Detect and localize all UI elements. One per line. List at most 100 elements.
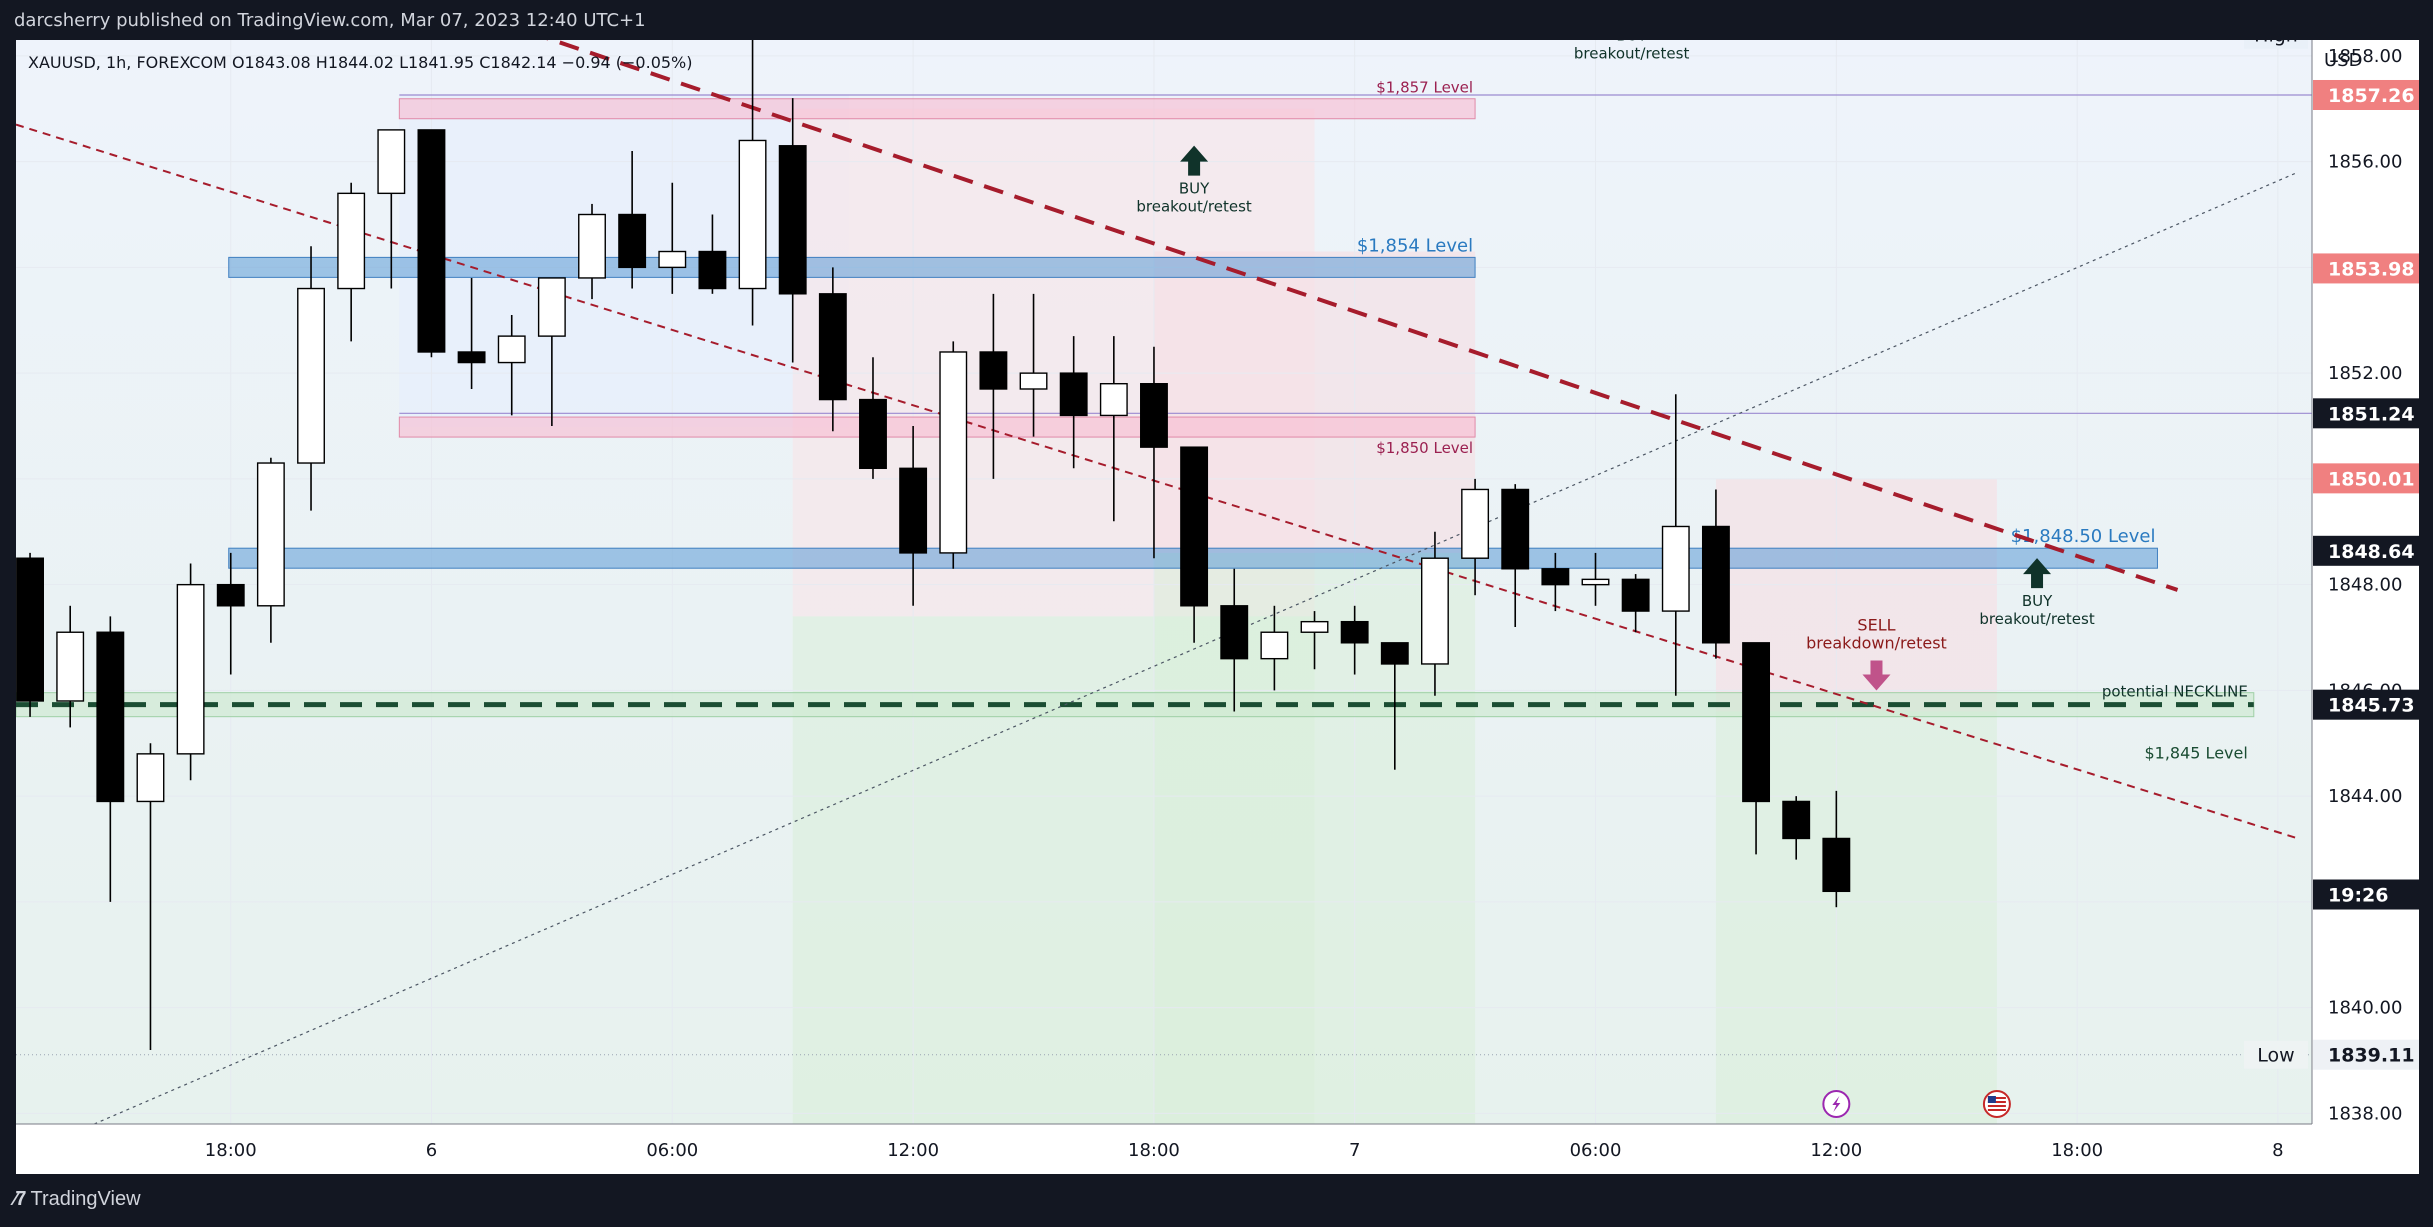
candle-body[interactable] (16, 557, 44, 702)
price-label-box (2313, 879, 2419, 910)
candle-body[interactable] (1340, 620, 1369, 644)
level-band[interactable] (398, 416, 1476, 438)
brand-text: TradingView (30, 1188, 141, 1210)
candle-body[interactable] (1742, 642, 1771, 803)
candlestick-chart[interactable]: $1,857 Level $1,854 Level $1,850 Level $1,8… (15, 0, 2419, 1174)
candle-body[interactable] (417, 129, 446, 353)
chart-frame[interactable]: $1,857 Level $1,854 Level $1,850 Level $1,8… (15, 0, 2419, 1174)
candle-body[interactable] (497, 335, 526, 364)
candle-body[interactable] (658, 250, 687, 269)
x-tick-label: 7 (1349, 1140, 1360, 1161)
candle-body[interactable] (1140, 383, 1168, 448)
support-level-label: $1,845 Level (2144, 744, 2247, 763)
candle-body[interactable] (1420, 557, 1449, 665)
candle-body[interactable] (859, 398, 887, 470)
candle-body[interactable] (297, 287, 325, 464)
price-label-box (2313, 398, 2419, 429)
candle-body[interactable] (1782, 800, 1811, 840)
publisher-text: darcsherry published on TradingView.com,… (14, 10, 646, 31)
price-label: 1853.98 (2328, 258, 2415, 280)
x-tick-label: 06:00 (1570, 1140, 1622, 1161)
candle-body[interactable] (176, 583, 205, 755)
candle-body[interactable] (56, 631, 85, 702)
candle-body[interactable] (698, 250, 727, 290)
x-tick-label: 06:00 (646, 1140, 698, 1161)
us-flag-icon[interactable] (1982, 1090, 2011, 1118)
flag-stripe (1987, 1109, 2006, 1111)
x-tick-label: 18:00 (1128, 1140, 1180, 1161)
candles-layer (16, 34, 1851, 1050)
candle-body[interactable] (256, 462, 285, 607)
candle-body[interactable] (778, 145, 807, 295)
level-label: $1,854 Level (1357, 235, 1473, 256)
footer: ⁄7 TradingView (0, 1174, 2433, 1227)
price-label-box (2313, 253, 2419, 284)
candle-body[interactable] (1701, 525, 1730, 644)
candle-body[interactable] (1380, 642, 1409, 665)
signal-sublabel: breakout/retest (1574, 44, 1690, 62)
candle-body[interactable] (1220, 605, 1249, 660)
price-label: 1848.64 (2328, 541, 2415, 563)
x-tick-label: 18:00 (205, 1140, 257, 1161)
price-label: 1845.73 (2328, 695, 2415, 717)
lightning-icon-glyph (1832, 1096, 1841, 1112)
candle-body[interactable] (1621, 578, 1650, 612)
candle-body[interactable] (899, 467, 928, 554)
price-label: 19:26 (2328, 885, 2388, 907)
candle-body[interactable] (1059, 372, 1088, 417)
candle-body[interactable] (1260, 631, 1289, 660)
price-label: 1851.24 (2328, 403, 2415, 425)
arrow-up-icon (2023, 558, 2052, 589)
neckline-label: potential NECKLINE (2102, 683, 2248, 701)
level-label: $1,850 Level (1376, 439, 1473, 457)
candle-body[interactable] (96, 631, 125, 803)
candle-body[interactable] (537, 277, 566, 337)
candle-body[interactable] (1581, 578, 1610, 586)
candle-body[interactable] (1300, 620, 1329, 633)
candle-body[interactable] (1099, 383, 1128, 417)
candle-body[interactable] (1541, 568, 1570, 586)
tradingview-logo[interactable]: ⁄7 TradingView (14, 1188, 141, 1211)
level-label: $1,857 Level (1376, 79, 1473, 97)
x-tick-label: 12:00 (887, 1140, 939, 1161)
candle-body[interactable] (939, 351, 968, 554)
level-band[interactable] (228, 256, 1476, 278)
price-label-box (2313, 689, 2419, 720)
candle-body[interactable] (1019, 372, 1048, 390)
candle-body[interactable] (337, 192, 366, 290)
symbol-info: XAUUSD, 1h, FOREXCOM O1843.08 H1844.02 L… (28, 53, 693, 72)
candle-body[interactable] (618, 213, 647, 269)
candle-body[interactable] (1822, 837, 1851, 893)
candle-body[interactable] (1180, 446, 1209, 607)
x-tick-label: 6 (426, 1140, 437, 1161)
candle-body[interactable] (216, 583, 245, 607)
candle-body[interactable] (1501, 488, 1530, 570)
signal-label: SELL (1857, 616, 1895, 635)
candle-body[interactable] (979, 351, 1008, 390)
trendline-red-thick[interactable] (287, 0, 2179, 592)
price-label-box (2313, 535, 2419, 566)
low-tag-box (2244, 1040, 2308, 1069)
candle-body[interactable] (1661, 525, 1690, 612)
candle-body[interactable] (1461, 488, 1490, 559)
y-tick-label: 1848.00 (2328, 575, 2402, 596)
price-label: 1850.01 (2328, 468, 2415, 490)
price-label-box (2313, 79, 2419, 110)
price-label: 1839.11 (2328, 1045, 2415, 1067)
price-label-box (2313, 463, 2419, 494)
candle-body[interactable] (377, 129, 406, 195)
flag-canton (1987, 1096, 1996, 1103)
candle-body[interactable] (738, 139, 767, 290)
y-tick-label: 1838.00 (2328, 1103, 2402, 1124)
candle-body[interactable] (578, 213, 606, 279)
low-tag: Low (2257, 1045, 2294, 1067)
arrow-up-icon (1180, 145, 1209, 176)
top-bar: darcsherry published on TradingView.com,… (0, 0, 2433, 40)
trendline-dotted[interactable] (94, 171, 2299, 1125)
candle-body[interactable] (136, 753, 165, 803)
price-label: 1857.26 (2328, 85, 2415, 107)
level-band[interactable] (398, 98, 1476, 120)
trendline-red-thin[interactable] (15, 123, 2299, 840)
candle-body[interactable] (457, 351, 486, 364)
candle-body[interactable] (818, 293, 847, 401)
